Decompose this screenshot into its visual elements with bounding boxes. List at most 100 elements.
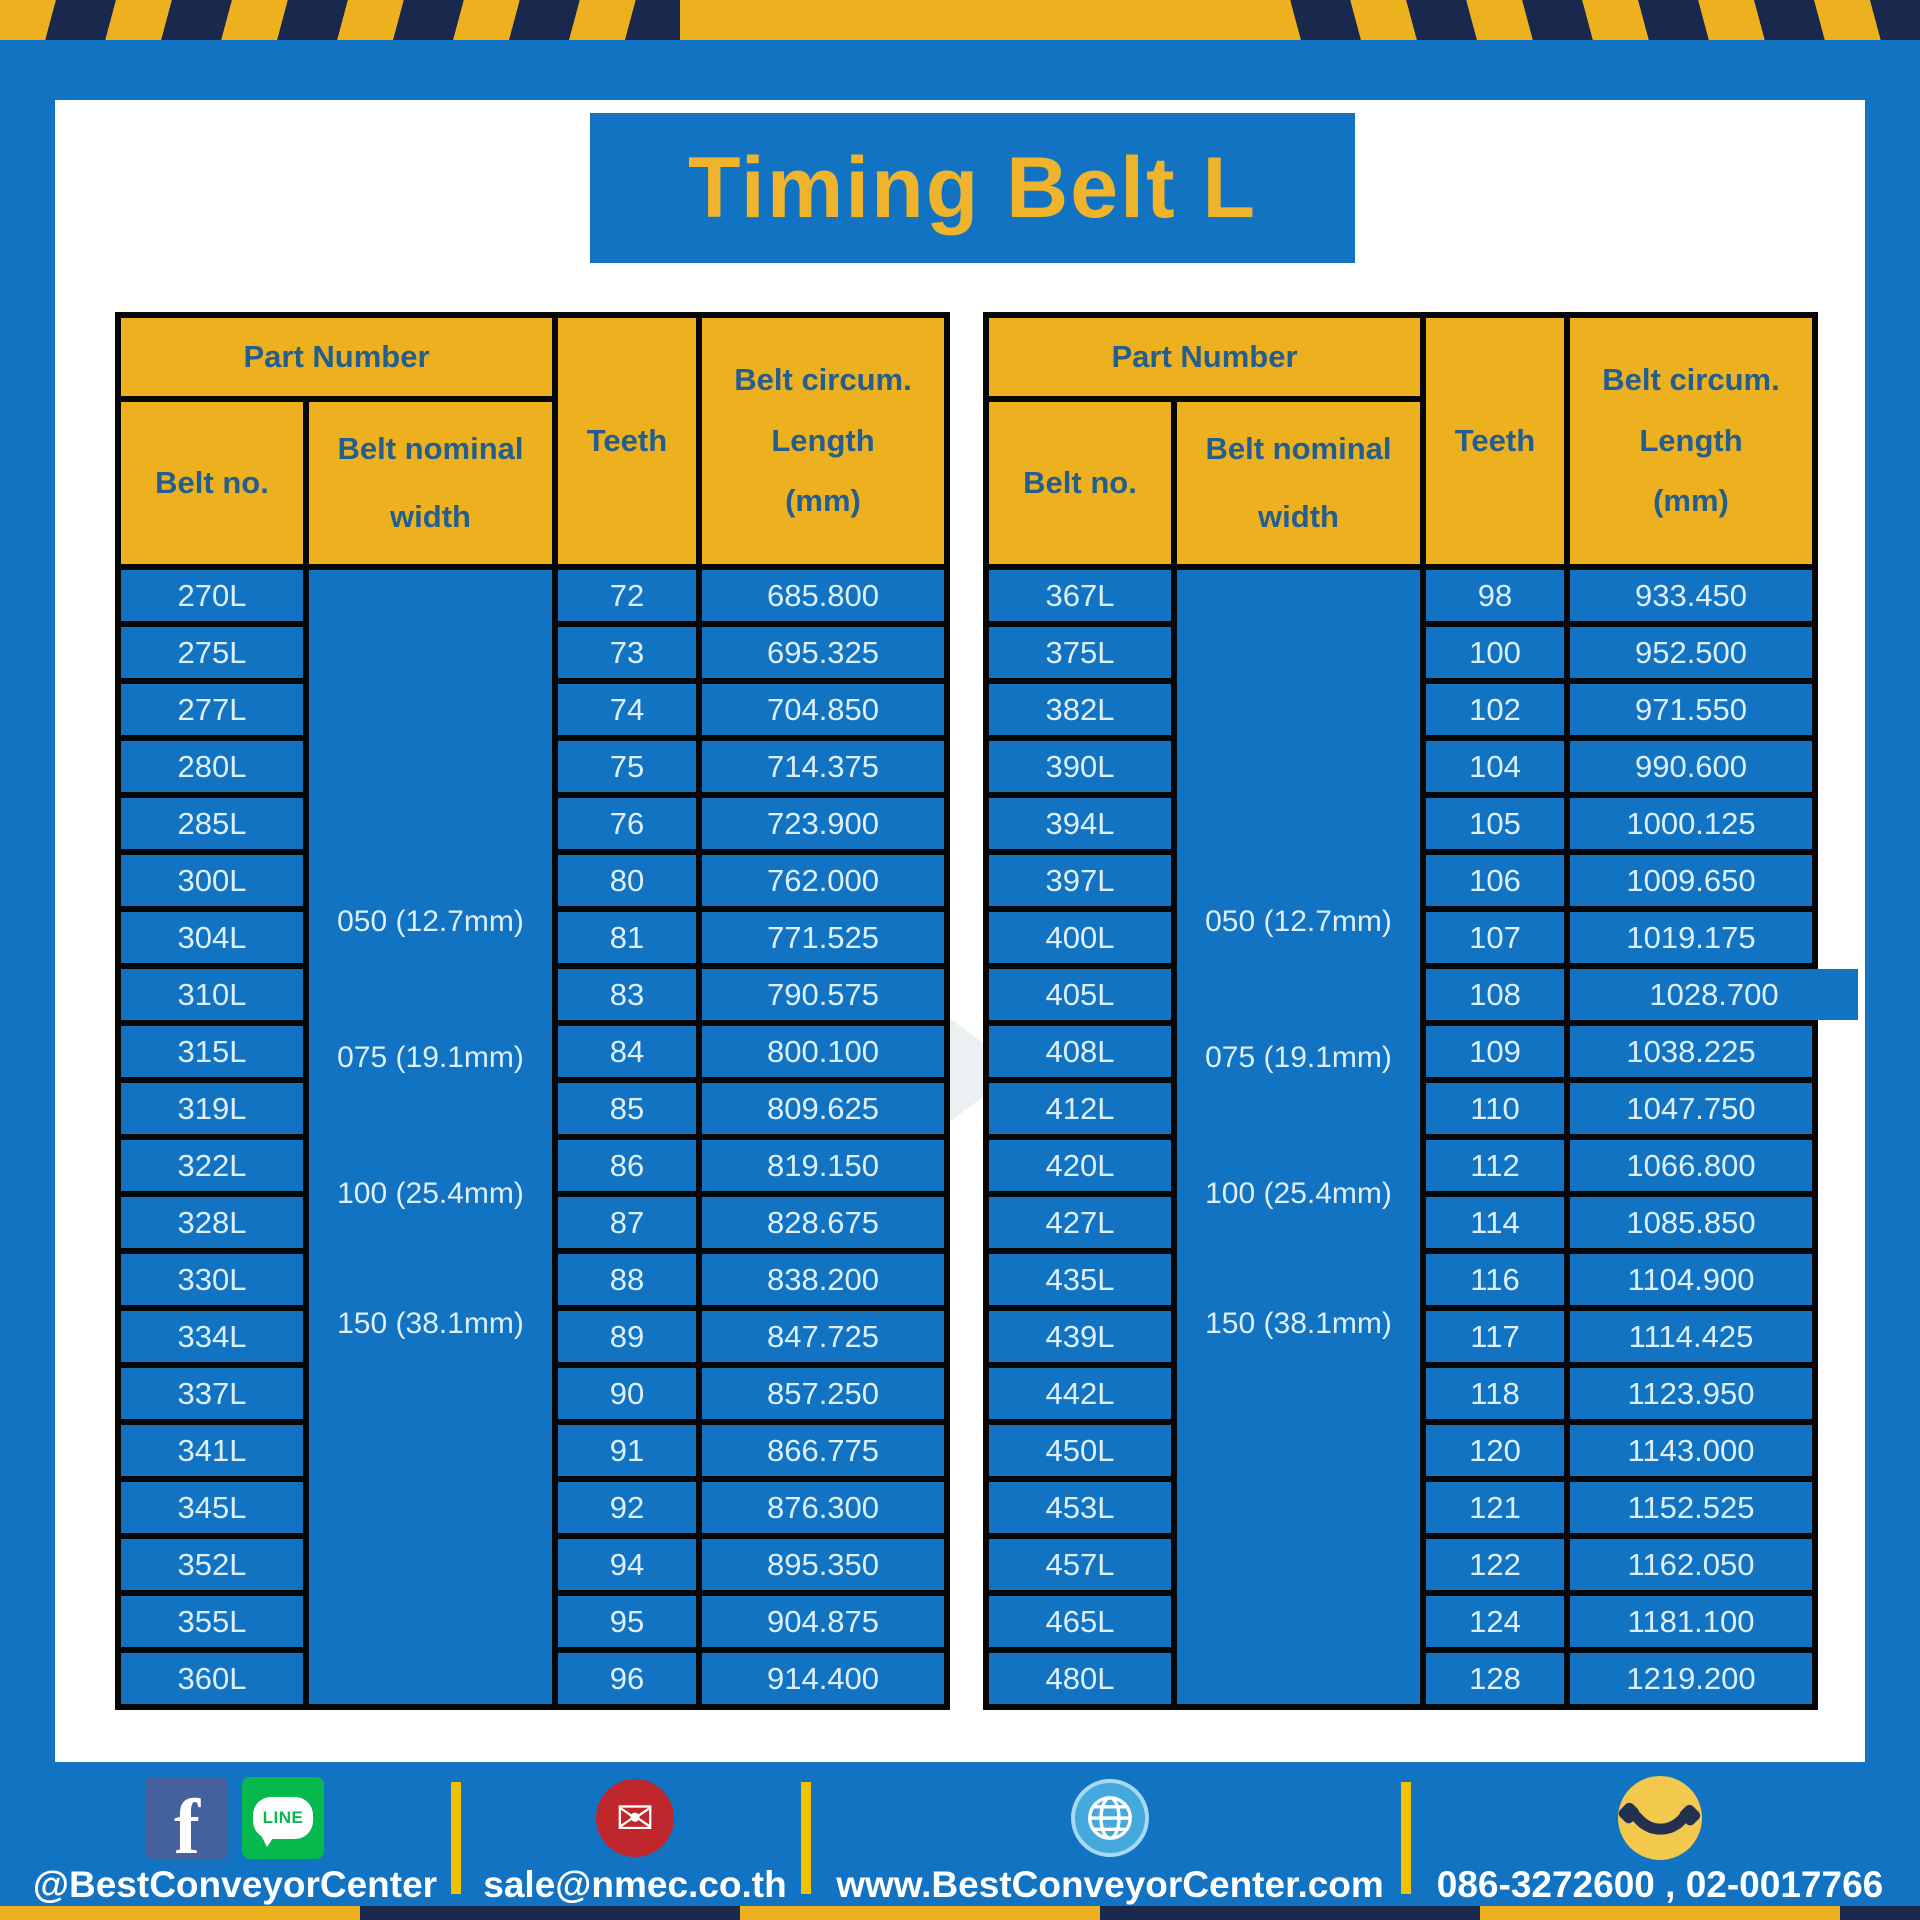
length-cell: 1028.700 bbox=[1570, 969, 1858, 1020]
length-cell: 847.725 bbox=[702, 1311, 944, 1362]
teeth-cell: 88 bbox=[558, 1254, 696, 1305]
length-cell: 809.625 bbox=[702, 1083, 944, 1134]
length-cell: 762.000 bbox=[702, 855, 944, 906]
email-icon bbox=[596, 1779, 674, 1857]
belt-no-cell: 310L bbox=[121, 969, 303, 1020]
line-label: LINE bbox=[262, 1808, 304, 1827]
teeth-cell: 118 bbox=[1426, 1368, 1564, 1419]
belt-no-cell: 319L bbox=[121, 1083, 303, 1134]
col-header-belt-no: Belt no. bbox=[989, 402, 1171, 564]
belt-width-value: 075 (19.1mm) bbox=[337, 1040, 524, 1074]
length-cell: 1066.800 bbox=[1570, 1140, 1812, 1191]
teeth-cell: 75 bbox=[558, 741, 696, 792]
belt-no-cell: 334L bbox=[121, 1311, 303, 1362]
teeth-cell: 74 bbox=[558, 684, 696, 735]
col-header-belt-no: Belt no. bbox=[121, 402, 303, 564]
teeth-cell: 92 bbox=[558, 1482, 696, 1533]
phone-icon bbox=[1618, 1776, 1702, 1860]
col-header-part-number: Part Number bbox=[121, 318, 552, 396]
teeth-cell: 117 bbox=[1426, 1311, 1564, 1362]
belt-no-cell: 300L bbox=[121, 855, 303, 906]
hazard-stripe-bottom bbox=[0, 1906, 1920, 1920]
teeth-cell: 109 bbox=[1426, 1026, 1564, 1077]
teeth-cell: 91 bbox=[558, 1425, 696, 1476]
email-address: sale@nmec.co.th bbox=[483, 1864, 787, 1905]
belt-no-cell: 427L bbox=[989, 1197, 1171, 1248]
belt-no-cell: 341L bbox=[121, 1425, 303, 1476]
belt-no-cell: 457L bbox=[989, 1539, 1171, 1590]
length-cell: 990.600 bbox=[1570, 741, 1812, 792]
teeth-cell: 128 bbox=[1426, 1653, 1564, 1704]
length-cell: 1123.950 bbox=[1570, 1368, 1812, 1419]
belt-no-cell: 345L bbox=[121, 1482, 303, 1533]
teeth-cell: 98 bbox=[1426, 570, 1564, 621]
belt-no-cell: 277L bbox=[121, 684, 303, 735]
website-block: www.BestConveyorCenter.com bbox=[830, 1774, 1390, 1906]
email-block: sale@nmec.co.th bbox=[470, 1774, 800, 1906]
length-cell: 1152.525 bbox=[1570, 1482, 1812, 1533]
length-cell: 771.525 bbox=[702, 912, 944, 963]
length-cell: 1085.850 bbox=[1570, 1197, 1812, 1248]
belt-no-cell: 315L bbox=[121, 1026, 303, 1077]
belt-width-merged-cell: 050 (12.7mm) 075 (19.1mm) 100 (25.4mm) 1… bbox=[309, 570, 552, 1704]
col-header-length: Belt circum. Length (mm) bbox=[702, 318, 944, 564]
belt-no-cell: 285L bbox=[121, 798, 303, 849]
teeth-cell: 116 bbox=[1426, 1254, 1564, 1305]
belt-no-cell: 382L bbox=[989, 684, 1171, 735]
length-cell: 704.850 bbox=[702, 684, 944, 735]
contact-footer: f LINE @BestConveyorCenter sale@nmec.co.… bbox=[0, 1762, 1920, 1906]
teeth-cell: 90 bbox=[558, 1368, 696, 1419]
teeth-cell: 73 bbox=[558, 627, 696, 678]
col-header-belt-width: Belt nominal width bbox=[309, 402, 552, 564]
belt-no-cell: 480L bbox=[989, 1653, 1171, 1704]
website-url: www.BestConveyorCenter.com bbox=[836, 1864, 1384, 1905]
length-cell: 952.500 bbox=[1570, 627, 1812, 678]
belt-width-merged-cell: 050 (12.7mm) 075 (19.1mm) 100 (25.4mm) 1… bbox=[1177, 570, 1420, 1704]
footer-divider bbox=[801, 1782, 811, 1894]
belt-no-cell: 450L bbox=[989, 1425, 1171, 1476]
belt-no-cell: 337L bbox=[121, 1368, 303, 1419]
length-cell: 933.450 bbox=[1570, 570, 1812, 621]
teeth-cell: 124 bbox=[1426, 1596, 1564, 1647]
teeth-cell: 83 bbox=[558, 969, 696, 1020]
belt-width-value: 100 (25.4mm) bbox=[337, 1176, 524, 1210]
length-cell: 866.775 bbox=[702, 1425, 944, 1476]
phone-numbers: 086-3272600 , 02-0017766 bbox=[1436, 1864, 1884, 1905]
belt-no-cell: 328L bbox=[121, 1197, 303, 1248]
footer-divider bbox=[1401, 1782, 1411, 1894]
belt-no-cell: 453L bbox=[989, 1482, 1171, 1533]
social-handle: @BestConveyorCenter bbox=[32, 1864, 438, 1905]
teeth-cell: 106 bbox=[1426, 855, 1564, 906]
belt-width-value: 100 (25.4mm) bbox=[1205, 1176, 1392, 1210]
facebook-f-glyph: f bbox=[174, 1783, 200, 1859]
length-cell: 685.800 bbox=[702, 570, 944, 621]
footer-divider bbox=[451, 1782, 461, 1894]
teeth-cell: 112 bbox=[1426, 1140, 1564, 1191]
length-cell: 876.300 bbox=[702, 1482, 944, 1533]
length-cell: 1181.100 bbox=[1570, 1596, 1812, 1647]
belt-width-value: 150 (38.1mm) bbox=[337, 1307, 524, 1341]
belt-no-cell: 352L bbox=[121, 1539, 303, 1590]
teeth-cell: 110 bbox=[1426, 1083, 1564, 1134]
length-cell: 904.875 bbox=[702, 1596, 944, 1647]
spec-table-left: Part Number Belt no. Belt nominal width … bbox=[115, 312, 950, 1710]
length-cell: 1000.125 bbox=[1570, 798, 1812, 849]
belt-no-cell: 280L bbox=[121, 741, 303, 792]
teeth-cell: 102 bbox=[1426, 684, 1564, 735]
line-icon: LINE bbox=[242, 1777, 324, 1859]
title-banner: Timing Belt L bbox=[590, 113, 1355, 263]
length-cell: 1219.200 bbox=[1570, 1653, 1812, 1704]
belt-no-cell: 420L bbox=[989, 1140, 1171, 1191]
teeth-cell: 105 bbox=[1426, 798, 1564, 849]
belt-no-cell: 375L bbox=[989, 627, 1171, 678]
col-header-belt-width: Belt nominal width bbox=[1177, 402, 1420, 564]
length-cell: 971.550 bbox=[1570, 684, 1812, 735]
col-header-part-number: Part Number bbox=[989, 318, 1420, 396]
table-body: 270L 275L 277L 280L 285L 300L 304L 310L 315L 319L… bbox=[121, 570, 944, 1704]
length-cell: 1143.000 bbox=[1570, 1425, 1812, 1476]
col-header-teeth: Teeth bbox=[1426, 318, 1564, 564]
belt-no-cell: 394L bbox=[989, 798, 1171, 849]
length-cell: 1047.750 bbox=[1570, 1083, 1812, 1134]
length-cell: 800.100 bbox=[702, 1026, 944, 1077]
